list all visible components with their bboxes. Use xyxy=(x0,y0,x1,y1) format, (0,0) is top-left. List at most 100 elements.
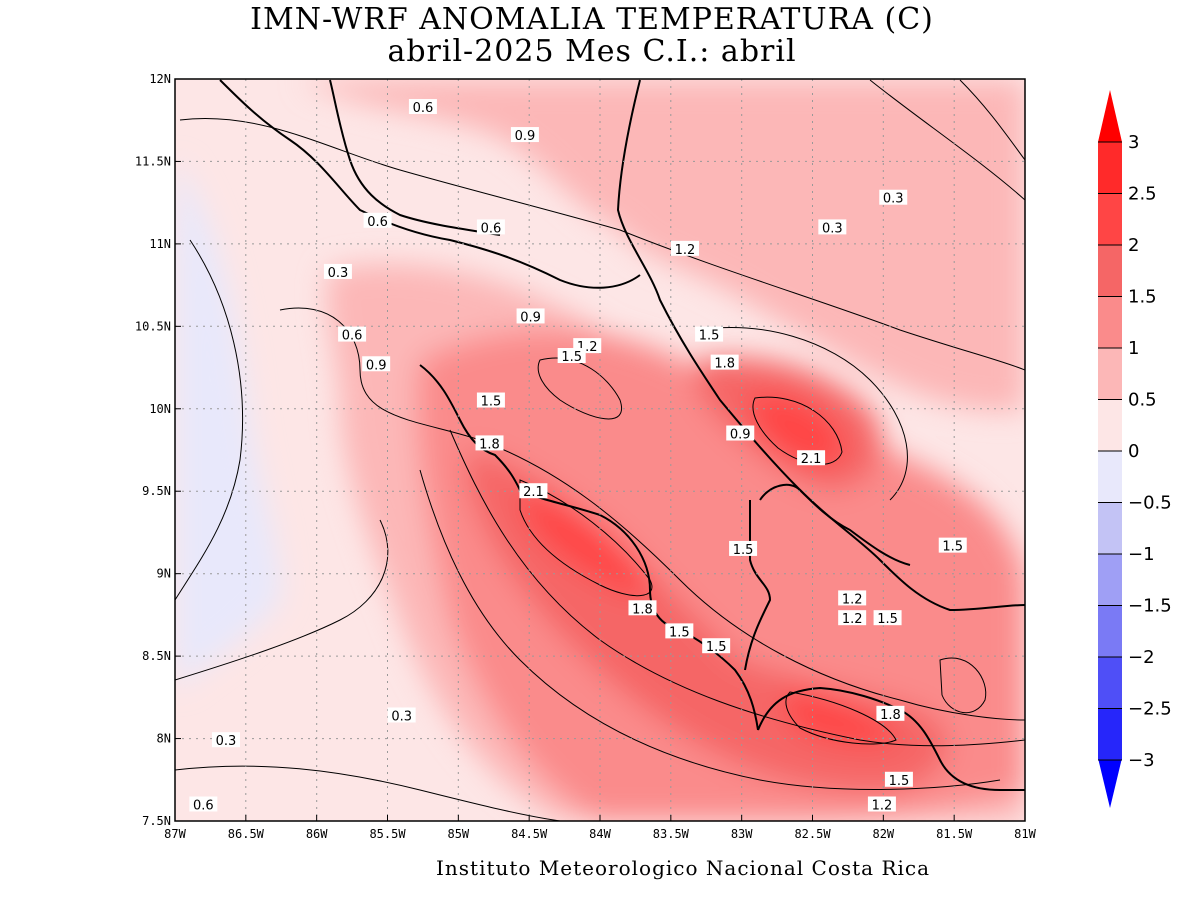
contour-label-box xyxy=(519,483,548,499)
lon-tick-label: 83W xyxy=(731,827,753,841)
lat-tick-label: 9N xyxy=(157,567,171,581)
contour-label-box xyxy=(387,707,416,723)
contour-label: 0.3 xyxy=(212,732,240,749)
contour-label: 1.2 xyxy=(867,796,896,814)
footer-credit: Instituto Meteorologico Nacional Costa R… xyxy=(436,856,931,880)
contour-label-box xyxy=(510,127,539,143)
contour-label-text: 1.8 xyxy=(880,708,901,723)
lon-tick-label: 82.5W xyxy=(794,827,831,841)
contour-label-text: 0.6 xyxy=(481,221,502,236)
contour-label: 1.5 xyxy=(938,537,967,555)
colorbar-label: 2.5 xyxy=(1128,184,1157,205)
colorbar-label: 3 xyxy=(1128,132,1139,153)
lat-tick-label: 8.5N xyxy=(142,649,171,663)
contour-label-text: 0.3 xyxy=(391,709,412,724)
contour-label: 1.5 xyxy=(695,326,724,344)
colorbar-segment xyxy=(1098,554,1122,606)
lat-tick-label: 11.5N xyxy=(135,154,171,168)
contour-label-box xyxy=(867,796,896,812)
contour-label: 0.3 xyxy=(879,189,908,207)
contour-label: 2.1 xyxy=(797,450,826,467)
map-title: IMN-WRF ANOMALIA TEMPERATURA (C) xyxy=(250,2,934,37)
lon-tick-label: 86W xyxy=(306,827,328,841)
colorbar-segment xyxy=(1098,193,1122,246)
contour-label: 1.2 xyxy=(671,240,699,258)
colorbar-segment xyxy=(1098,399,1122,452)
colorbar-label: −0.5 xyxy=(1128,493,1172,514)
contour-label-box xyxy=(189,796,218,812)
contour-label: 1.2 xyxy=(838,590,867,607)
contour-label: 0.6 xyxy=(408,99,437,116)
contour-label-box xyxy=(408,99,437,115)
contour-label-box xyxy=(726,425,755,441)
contour-label-box xyxy=(212,732,240,748)
colorbar-segment xyxy=(1098,451,1122,503)
contour-label-box xyxy=(476,392,505,408)
contour-label: 0.9 xyxy=(516,308,545,325)
colorbar-label: 0.5 xyxy=(1128,390,1157,411)
contour-label-box xyxy=(818,219,847,235)
colorbar-label: −1.5 xyxy=(1128,596,1172,617)
colorbar-segment xyxy=(1098,605,1122,658)
contour-label: 1.8 xyxy=(475,435,504,452)
contour-label-box xyxy=(665,623,694,639)
contour-label-text: 0.3 xyxy=(822,221,843,236)
lat-tick-label: 10N xyxy=(149,402,171,416)
contour-label-text: 1.5 xyxy=(877,612,898,627)
contour-label: 0.3 xyxy=(818,219,847,236)
contour-label-box xyxy=(323,263,352,279)
contour-label: 0.9 xyxy=(362,356,391,373)
contour-label-box xyxy=(476,219,505,235)
colorbar-label: 2 xyxy=(1128,235,1139,256)
anomaly-2-region xyxy=(749,394,845,465)
contour-label: 1.5 xyxy=(557,348,586,365)
contour-label-text: 2.1 xyxy=(801,452,822,467)
contour-label: 1.5 xyxy=(884,771,913,789)
lon-tick-label: 85.5W xyxy=(369,827,406,841)
contour-label-text: 0.9 xyxy=(730,428,751,443)
colorbar-label: 1.5 xyxy=(1128,287,1157,308)
colorbar-label: −2.5 xyxy=(1128,699,1172,720)
contour-label-text: 1.5 xyxy=(942,540,963,555)
contour-label-text: 1.5 xyxy=(733,543,754,558)
contour-label-box xyxy=(876,705,905,721)
contour-label-text: 1.5 xyxy=(561,350,582,365)
contour-label-text: 1.5 xyxy=(669,625,690,640)
colorbar-label: −2 xyxy=(1128,647,1155,668)
contour-label-box xyxy=(702,638,731,654)
colorbar-label: −3 xyxy=(1128,750,1155,771)
contour-label-box xyxy=(938,537,967,553)
contour-label-text: 1.8 xyxy=(714,357,735,372)
contour-label: 0.3 xyxy=(387,707,416,724)
contour-label-text: 0.6 xyxy=(367,215,388,230)
map-grid xyxy=(175,79,1025,821)
contour-label-text: 0.3 xyxy=(328,266,349,281)
lat-tick-label: 8N xyxy=(157,732,171,746)
contour-label: 0.6 xyxy=(189,796,218,814)
contour-label: 2.1 xyxy=(519,483,548,500)
contour-label-text: 1.2 xyxy=(842,612,863,627)
contour-label: 0.9 xyxy=(510,127,539,144)
contour-label-box xyxy=(475,435,504,451)
contour-label-text: 1.8 xyxy=(479,437,500,452)
anomaly-field: 0.6 0.9 0.6 0.6 1.2 0.3 0.3 0.3 0.6 0.9 0.9 1.2 1.5 1… xyxy=(175,79,1025,821)
contour-label-text: 2.1 xyxy=(523,485,544,500)
contour-label-box xyxy=(362,356,391,372)
contour-label-text: 1.8 xyxy=(632,602,653,617)
contour-label-text: 1.2 xyxy=(675,243,696,258)
contour-label-text: 1.5 xyxy=(699,329,720,344)
lat-tick-label: 7.5N xyxy=(142,814,171,828)
contour-label-text: 0.9 xyxy=(520,310,541,325)
contour-label-box xyxy=(838,610,867,626)
contour-label-box xyxy=(710,354,739,370)
colorbar-segment xyxy=(1098,142,1122,194)
contour-label-text: 0.6 xyxy=(413,101,434,116)
contour-label-text: 0.6 xyxy=(342,329,363,344)
contour-label-text: 1.2 xyxy=(842,592,863,607)
contour-label: 1.8 xyxy=(710,354,739,372)
contour-label-text: 1.2 xyxy=(872,799,893,814)
contour-label: 0.6 xyxy=(476,219,505,236)
lon-tick-label: 81.5W xyxy=(936,827,973,841)
axis-ticks: 87W 86.5W 86W 85.5W 85W 84.5W 84W 83.5W 83W 82.5W… xyxy=(135,72,1037,841)
